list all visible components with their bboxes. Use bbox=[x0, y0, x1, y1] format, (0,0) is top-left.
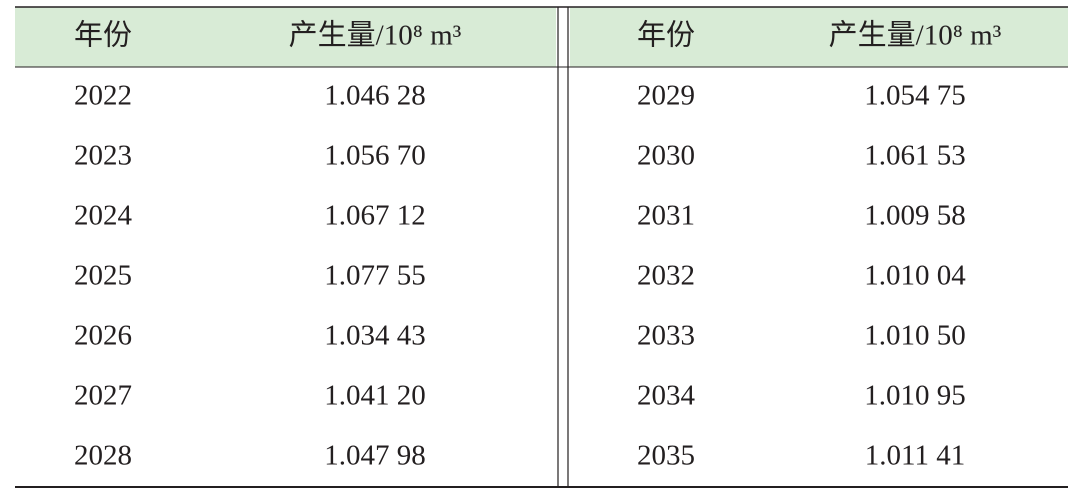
column-header: 产生量/10⁸ m³ bbox=[289, 19, 462, 52]
year-cell: 2026 bbox=[74, 320, 132, 352]
year-cell: 2025 bbox=[74, 260, 132, 292]
year-cell: 2032 bbox=[637, 260, 695, 292]
header-background bbox=[570, 7, 1068, 67]
value-cell: 1.054 75 bbox=[864, 80, 966, 112]
year-cell: 2034 bbox=[637, 380, 696, 412]
value-cell: 1.047 98 bbox=[324, 440, 426, 472]
value-cell: 1.010 50 bbox=[864, 320, 966, 352]
value-cell: 1.010 95 bbox=[864, 380, 966, 412]
year-cell: 2033 bbox=[637, 320, 695, 352]
value-cell: 1.067 12 bbox=[324, 200, 426, 232]
value-cell: 1.010 04 bbox=[864, 260, 966, 292]
year-cell: 2030 bbox=[637, 140, 695, 172]
year-cell: 2029 bbox=[637, 80, 695, 112]
column-header: 产生量/10⁸ m³ bbox=[829, 19, 1002, 52]
value-cell: 1.009 58 bbox=[864, 200, 966, 232]
year-cell: 2035 bbox=[637, 440, 695, 472]
year-cell: 2031 bbox=[637, 200, 695, 232]
year-cell: 2022 bbox=[74, 80, 132, 112]
value-cell: 1.046 28 bbox=[324, 80, 426, 112]
year-cell: 2023 bbox=[74, 140, 132, 172]
value-cell: 1.041 20 bbox=[324, 380, 426, 412]
column-header: 年份 bbox=[74, 19, 132, 52]
year-cell: 2028 bbox=[74, 440, 132, 472]
value-cell: 1.034 43 bbox=[324, 320, 426, 352]
value-cell: 1.061 53 bbox=[864, 140, 966, 172]
header-background bbox=[15, 7, 556, 67]
value-cell: 1.056 70 bbox=[324, 140, 426, 172]
value-cell: 1.011 41 bbox=[865, 440, 965, 472]
value-cell: 1.077 55 bbox=[324, 260, 426, 292]
year-cell: 2027 bbox=[74, 380, 132, 412]
year-cell: 2024 bbox=[74, 200, 133, 232]
column-header: 年份 bbox=[637, 19, 695, 52]
